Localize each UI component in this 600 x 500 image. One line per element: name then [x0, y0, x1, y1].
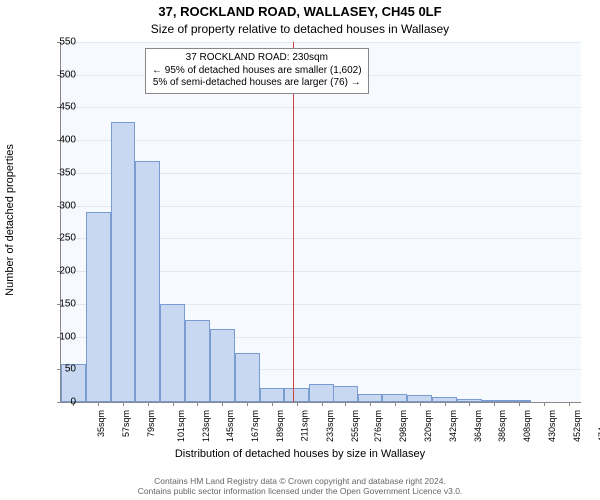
x-tick-label: 123sqm [201, 410, 211, 442]
y-tick-label: 500 [42, 69, 76, 80]
x-tick-label: 364sqm [473, 410, 483, 442]
x-tick-mark [272, 402, 273, 406]
y-tick-label: 0 [42, 397, 76, 408]
annotation-line-1: 37 ROCKLAND ROAD: 230sqm [152, 52, 362, 65]
histogram-bar [235, 353, 260, 402]
x-tick-mark [173, 402, 174, 406]
x-tick-label: 320sqm [423, 410, 433, 442]
x-tick-label: 35sqm [96, 410, 106, 437]
x-tick-label: 255sqm [350, 410, 360, 442]
chart-container: 37, ROCKLAND ROAD, WALLASEY, CH45 0LF Si… [0, 0, 600, 500]
x-tick-mark [395, 402, 396, 406]
x-tick-mark [322, 402, 323, 406]
x-tick-label: 474sqm [597, 410, 600, 442]
histogram-bar [135, 161, 160, 402]
footer-line-2: Contains public sector information licen… [0, 486, 600, 496]
x-tick-mark [247, 402, 248, 406]
y-tick-label: 400 [42, 135, 76, 146]
x-tick-mark [197, 402, 198, 406]
x-tick-mark [148, 402, 149, 406]
x-tick-mark [370, 402, 371, 406]
x-tick-label: 233sqm [325, 410, 335, 442]
histogram-bar [358, 394, 383, 402]
chart-title-sub: Size of property relative to detached ho… [0, 22, 600, 36]
histogram-bar [284, 388, 309, 402]
x-tick-label: 430sqm [547, 410, 557, 442]
x-tick-label: 101sqm [176, 410, 186, 442]
y-tick-label: 150 [42, 298, 76, 309]
gridline [61, 107, 581, 108]
x-tick-mark [494, 402, 495, 406]
gridline [61, 42, 581, 43]
histogram-bar [210, 329, 235, 402]
annotation-box: 37 ROCKLAND ROAD: 230sqm ← 95% of detach… [145, 48, 369, 94]
histogram-bar [185, 320, 210, 402]
histogram-bar [160, 304, 185, 402]
x-tick-mark [469, 402, 470, 406]
y-tick-label: 100 [42, 331, 76, 342]
y-tick-label: 300 [42, 200, 76, 211]
x-tick-mark [98, 402, 99, 406]
annotation-line-3: 5% of semi-detached houses are larger (7… [152, 77, 362, 90]
x-tick-label: 145sqm [226, 410, 236, 442]
x-tick-label: 298sqm [398, 410, 408, 442]
x-tick-label: 276sqm [373, 410, 383, 442]
x-tick-mark [222, 402, 223, 406]
y-axis-label: Number of detached properties [4, 144, 16, 296]
x-tick-label: 211sqm [299, 410, 309, 441]
x-tick-label: 189sqm [275, 410, 285, 442]
footer-line-1: Contains HM Land Registry data © Crown c… [0, 476, 600, 486]
x-tick-mark [297, 402, 298, 406]
histogram-bar [309, 384, 334, 402]
y-tick-label: 200 [42, 266, 76, 277]
x-axis-label: Distribution of detached houses by size … [0, 448, 600, 460]
chart-title-main: 37, ROCKLAND ROAD, WALLASEY, CH45 0LF [0, 4, 600, 19]
x-tick-label: 408sqm [522, 410, 532, 442]
x-tick-label: 79sqm [146, 410, 156, 437]
x-tick-mark [544, 402, 545, 406]
y-tick-label: 250 [42, 233, 76, 244]
x-tick-label: 386sqm [497, 410, 507, 442]
histogram-bar [382, 394, 407, 402]
histogram-bar [260, 388, 285, 402]
y-tick-label: 450 [42, 102, 76, 113]
x-tick-label: 452sqm [572, 410, 582, 442]
y-tick-label: 550 [42, 37, 76, 48]
x-tick-mark [519, 402, 520, 406]
histogram-bar [86, 212, 111, 402]
x-tick-mark [123, 402, 124, 406]
histogram-bar [333, 386, 358, 402]
x-tick-mark [345, 402, 346, 406]
x-tick-label: 167sqm [250, 410, 260, 442]
y-tick-label: 350 [42, 167, 76, 178]
x-tick-mark [420, 402, 421, 406]
footer-attribution: Contains HM Land Registry data © Crown c… [0, 476, 600, 496]
histogram-bar [111, 122, 136, 402]
x-tick-label: 342sqm [448, 410, 458, 442]
gridline [61, 140, 581, 141]
x-tick-mark [569, 402, 570, 406]
reference-line [293, 42, 294, 402]
x-tick-label: 57sqm [121, 410, 131, 437]
y-tick-label: 50 [42, 364, 76, 375]
x-tick-mark [445, 402, 446, 406]
annotation-line-2: ← 95% of detached houses are smaller (1,… [152, 65, 362, 78]
plot-area: 37 ROCKLAND ROAD: 230sqm ← 95% of detach… [60, 42, 581, 403]
